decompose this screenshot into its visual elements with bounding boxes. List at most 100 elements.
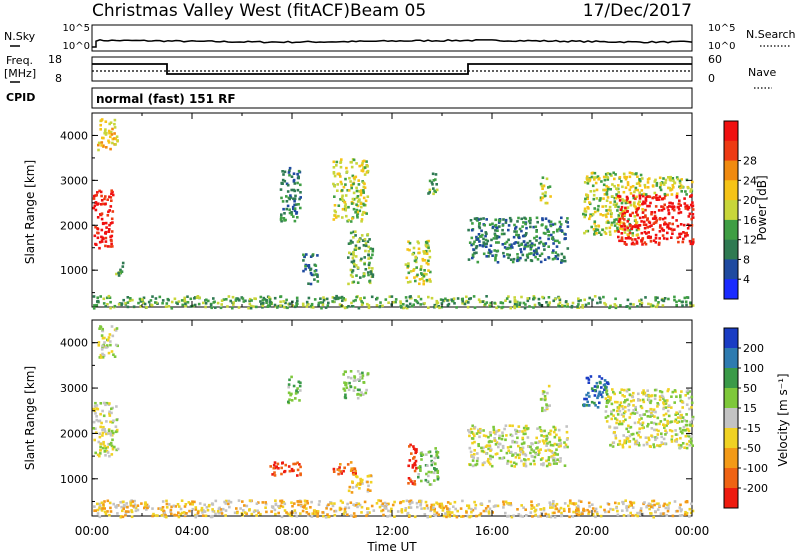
velocity-cell	[417, 473, 420, 476]
power-cell	[653, 180, 657, 183]
velocity-cell	[165, 502, 169, 506]
velocity-cell	[626, 398, 629, 402]
power-cell	[131, 298, 134, 302]
power-cell	[113, 304, 117, 308]
power-cell	[513, 296, 516, 299]
velocity-cell	[109, 510, 113, 513]
power-cell	[643, 220, 646, 224]
power-cell	[303, 255, 306, 258]
power-cell	[683, 296, 687, 300]
power-cell	[491, 222, 494, 226]
velocity-cell	[427, 470, 431, 474]
power-cell	[473, 252, 476, 255]
power-cell	[370, 272, 373, 276]
velocity-cell	[393, 500, 396, 504]
power-cell	[111, 193, 115, 197]
freq-unit-label: [MHz]	[4, 67, 36, 80]
power-cell	[480, 229, 483, 233]
power-cell	[517, 305, 521, 308]
power-cell	[259, 300, 262, 303]
velocity-cell	[647, 410, 651, 413]
velocity-cell	[427, 450, 431, 454]
power-cell	[525, 232, 528, 235]
power-cell	[347, 189, 351, 192]
power-cell	[110, 239, 113, 242]
power-cell	[627, 218, 630, 221]
velocity-cell	[555, 502, 559, 506]
velocity-cell	[420, 507, 423, 510]
power-cell	[614, 304, 618, 308]
power-cell	[296, 216, 299, 219]
velocity-cell	[257, 501, 260, 504]
power-cell	[638, 299, 641, 302]
velocity-cell	[346, 463, 350, 466]
power-cell	[428, 188, 432, 192]
velocity-cell	[639, 513, 642, 517]
power-cell	[528, 221, 532, 225]
velocity-cell	[681, 406, 684, 409]
velocity-cell	[92, 427, 95, 430]
power-cell	[540, 223, 544, 227]
velocity-cell	[201, 511, 204, 514]
velocity-cell	[446, 507, 449, 511]
power-cell	[540, 252, 544, 256]
velocity-cell	[360, 376, 364, 380]
power-cell	[425, 273, 428, 276]
power-cell	[676, 177, 680, 181]
velocity-cell	[543, 442, 546, 445]
power-cell	[307, 282, 310, 285]
power-cell	[494, 223, 498, 227]
power-colorbar-segment	[724, 160, 738, 181]
velocity-cell	[610, 402, 614, 406]
velocity-cell	[547, 513, 550, 517]
velocity-cell	[655, 428, 658, 432]
velocity-cell	[438, 505, 442, 508]
power-cell	[496, 305, 500, 309]
velocity-cell	[497, 445, 500, 449]
velocity-cell	[653, 503, 656, 507]
power-cell	[109, 235, 112, 239]
power-cell	[362, 239, 365, 242]
velocity-cell	[631, 432, 635, 436]
power-cell	[659, 224, 662, 227]
power-ytick-label: 2000	[60, 219, 88, 232]
power-cell	[120, 302, 124, 305]
power-cell	[425, 261, 429, 265]
velocity-cell	[334, 509, 338, 513]
power-cell	[350, 301, 353, 305]
power-cell	[595, 228, 598, 231]
velocity-cell	[430, 463, 434, 467]
power-cell	[362, 202, 365, 206]
velocity-cell	[441, 509, 445, 512]
power-cell	[620, 225, 624, 228]
velocity-cell	[650, 394, 654, 397]
power-cell	[637, 224, 641, 227]
velocity-cell	[570, 502, 574, 505]
power-cell	[473, 240, 476, 244]
velocity-cell	[529, 445, 532, 449]
velocity-cell	[281, 505, 285, 509]
power-cell	[371, 275, 375, 278]
power-cell	[399, 301, 403, 305]
power-cell	[177, 300, 181, 303]
power-cell	[680, 190, 683, 193]
velocity-cell	[134, 506, 138, 510]
velocity-cell	[511, 424, 514, 428]
power-cell	[340, 189, 344, 192]
power-cell	[642, 200, 645, 204]
velocity-cell	[638, 414, 642, 417]
velocity-cell	[372, 509, 376, 512]
velocity-cell	[290, 501, 293, 504]
velocity-cell	[527, 458, 530, 461]
velocity-cell	[280, 515, 284, 519]
velocity-cell	[442, 506, 446, 510]
power-cell	[623, 199, 626, 203]
velocity-cell	[533, 455, 537, 459]
velocity-cell	[482, 450, 486, 454]
velocity-cell	[99, 325, 102, 328]
velocity-cell	[653, 388, 657, 392]
power-cell	[294, 203, 298, 206]
velocity-cell	[387, 509, 390, 513]
power-cell	[488, 248, 491, 252]
velocity-cell	[287, 391, 291, 395]
